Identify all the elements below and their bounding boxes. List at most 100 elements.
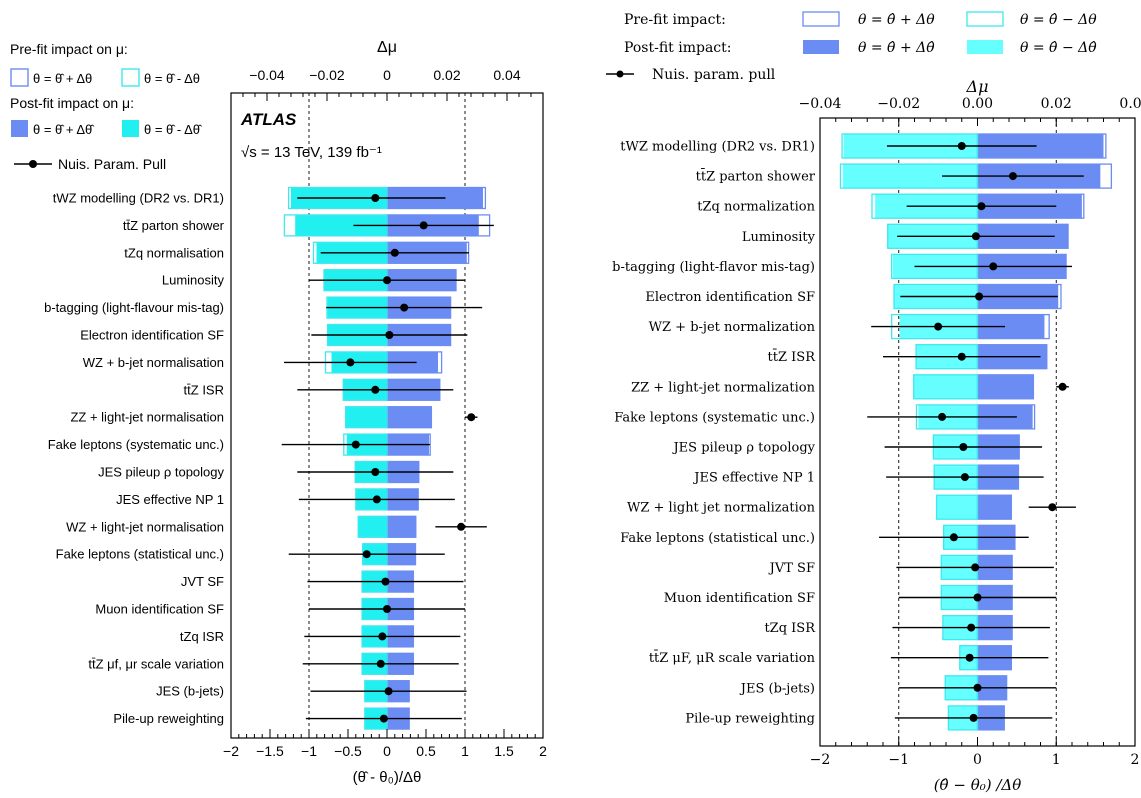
legend-prefit-title: Pre-fit impact on μ: [10,41,128,57]
pull-marker [419,221,428,230]
legend-prefit-plus: θ = θ̂ + Δθ [858,12,935,28]
pull-marker [960,473,969,482]
postfit-minus-bar [358,516,387,538]
legend-prefit-minus-swatch [966,11,1004,27]
pull-marker [938,412,947,421]
legend-prefit-minus-swatch [121,68,140,87]
pull-marker [973,683,982,692]
pull-marker [973,593,982,602]
top-tick-label: 0.04 [493,67,520,83]
row-label: Electron identification SF [645,290,815,305]
row-label: tWZ modelling (DR2 vs. DR1) [620,140,815,155]
top-axis-label: Δμ [966,77,989,96]
pull-marker [959,443,968,451]
pull-marker [1048,503,1057,512]
row-label: Muon identification SF [95,602,224,617]
bottom-tick-label: 1 [461,743,469,759]
row-label: JVT SF [768,561,815,576]
bottom-tick-label: 1 [1052,752,1061,768]
row-label: Muon identification SF [664,591,815,606]
top-tick-label: 0.04 [1119,96,1141,112]
row-label: tt̄Z ISR [184,382,224,397]
pull-marker [351,440,360,449]
row-label: JES effective NP 1 [692,471,815,486]
legend-pull: Nuis. param. pull [652,67,776,83]
prefit-minus-bar [357,515,388,538]
pull-marker [965,653,974,662]
top-tick-label: 0.02 [1041,96,1072,112]
pull-marker [385,331,394,339]
row-label: JES (b-jets) [739,681,815,696]
bottom-tick-label: 0.5 [416,743,436,759]
row-label: tt̄Z μf, μr scale variation [88,656,224,671]
top-tick-label: 0 [383,67,391,83]
legend-prefit-minus: θ = θ̂ − Δθ [1020,12,1097,28]
row-label: JES effective NP 1 [116,492,224,507]
bottom-tick-label: −0.5 [334,743,362,759]
row-label: tt̄Z parton shower [696,168,816,185]
row-label: JVT SF [181,574,224,589]
legend-pull-marker [29,160,37,168]
pull-marker [957,352,966,361]
pull-marker [1058,382,1067,391]
pull-marker [372,495,381,504]
top-tick-label: 0.00 [962,96,993,112]
bottom-tick-label: −1 [888,752,909,768]
top-tick-label: 0.02 [433,67,460,83]
pull-marker [383,605,391,613]
pull-marker [989,262,998,271]
row-label: ZZ + light-jet normalisation [70,410,224,425]
row-label: JES pileup ρ topology [671,441,815,456]
legend-postfit-minus-swatch [122,120,139,137]
pull-marker [934,322,943,331]
row-label: b-tagging (light-flavour mis-tag) [44,300,224,315]
row-label: Pile-up reweighting [685,711,815,726]
row-label: b-tagging (light-flavor mis-tag) [612,260,815,275]
row-label: tt̄Z ISR [768,348,817,365]
postfit-plus-bar [387,406,432,428]
row-label: JES (b-jets) [156,684,224,699]
legend-postfit-plus-swatch [11,120,28,137]
row-label: JES pileup ρ topology [98,465,224,480]
row-label: tt̄Z parton shower [123,218,225,233]
pull-marker [975,292,984,301]
pull-marker [967,623,976,632]
row-label: Fake leptons (statistical unc.) [620,531,815,546]
row-label: tZq normalization [697,200,815,215]
row-label: Fake leptons (statistical unc.) [56,547,224,562]
pull-marker [378,632,387,641]
pull-marker [346,358,355,367]
row-label: WZ + light jet normalization [627,501,816,516]
row-label: WZ + b-jet normalization [649,320,816,335]
pull-marker [384,687,393,696]
postfit-plus-bar [977,374,1034,399]
row-label: Luminosity [162,273,225,288]
row-label: Fake leptons (systematic unc.) [614,410,815,425]
pull-marker [1008,172,1017,181]
legend-postfit-plus-swatch [803,40,839,54]
top-tick-label: −0.04 [799,96,842,112]
pull-marker [381,577,390,586]
pull-marker [971,232,980,241]
panel-right: tWZ modelling (DR2 vs. DR1) tt̄Z parton s… [606,11,1141,794]
row-label: tWZ modelling (DR2 vs. DR1) [53,191,224,206]
prefit-minus-bar [935,494,979,520]
row-label: tZq normalisation [124,245,224,260]
pull-marker [371,385,380,394]
legend-prefit-plus-swatch [802,11,840,27]
bottom-tick-label: 0 [383,743,391,759]
bottom-tick-label: −1 [301,743,317,759]
bottom-tick-label: 2 [1131,752,1140,768]
pull-marker [383,276,391,285]
row-label: Luminosity [742,230,816,245]
legend-postfit-plus: θ = θ̂ + Δθ̂ [858,40,935,56]
pull-marker [371,194,380,202]
pull-marker [400,303,409,312]
legend-prefit-minus: θ = θ̂ - Δθ [144,71,200,86]
pull-marker [949,533,958,542]
legend-postfit-minus: θ = θ̂ − Δθ̂ [1020,40,1097,56]
pull-marker [457,522,466,531]
row-label: Electron identification SF [80,328,224,343]
bottom-tick-label: 2 [539,743,547,759]
